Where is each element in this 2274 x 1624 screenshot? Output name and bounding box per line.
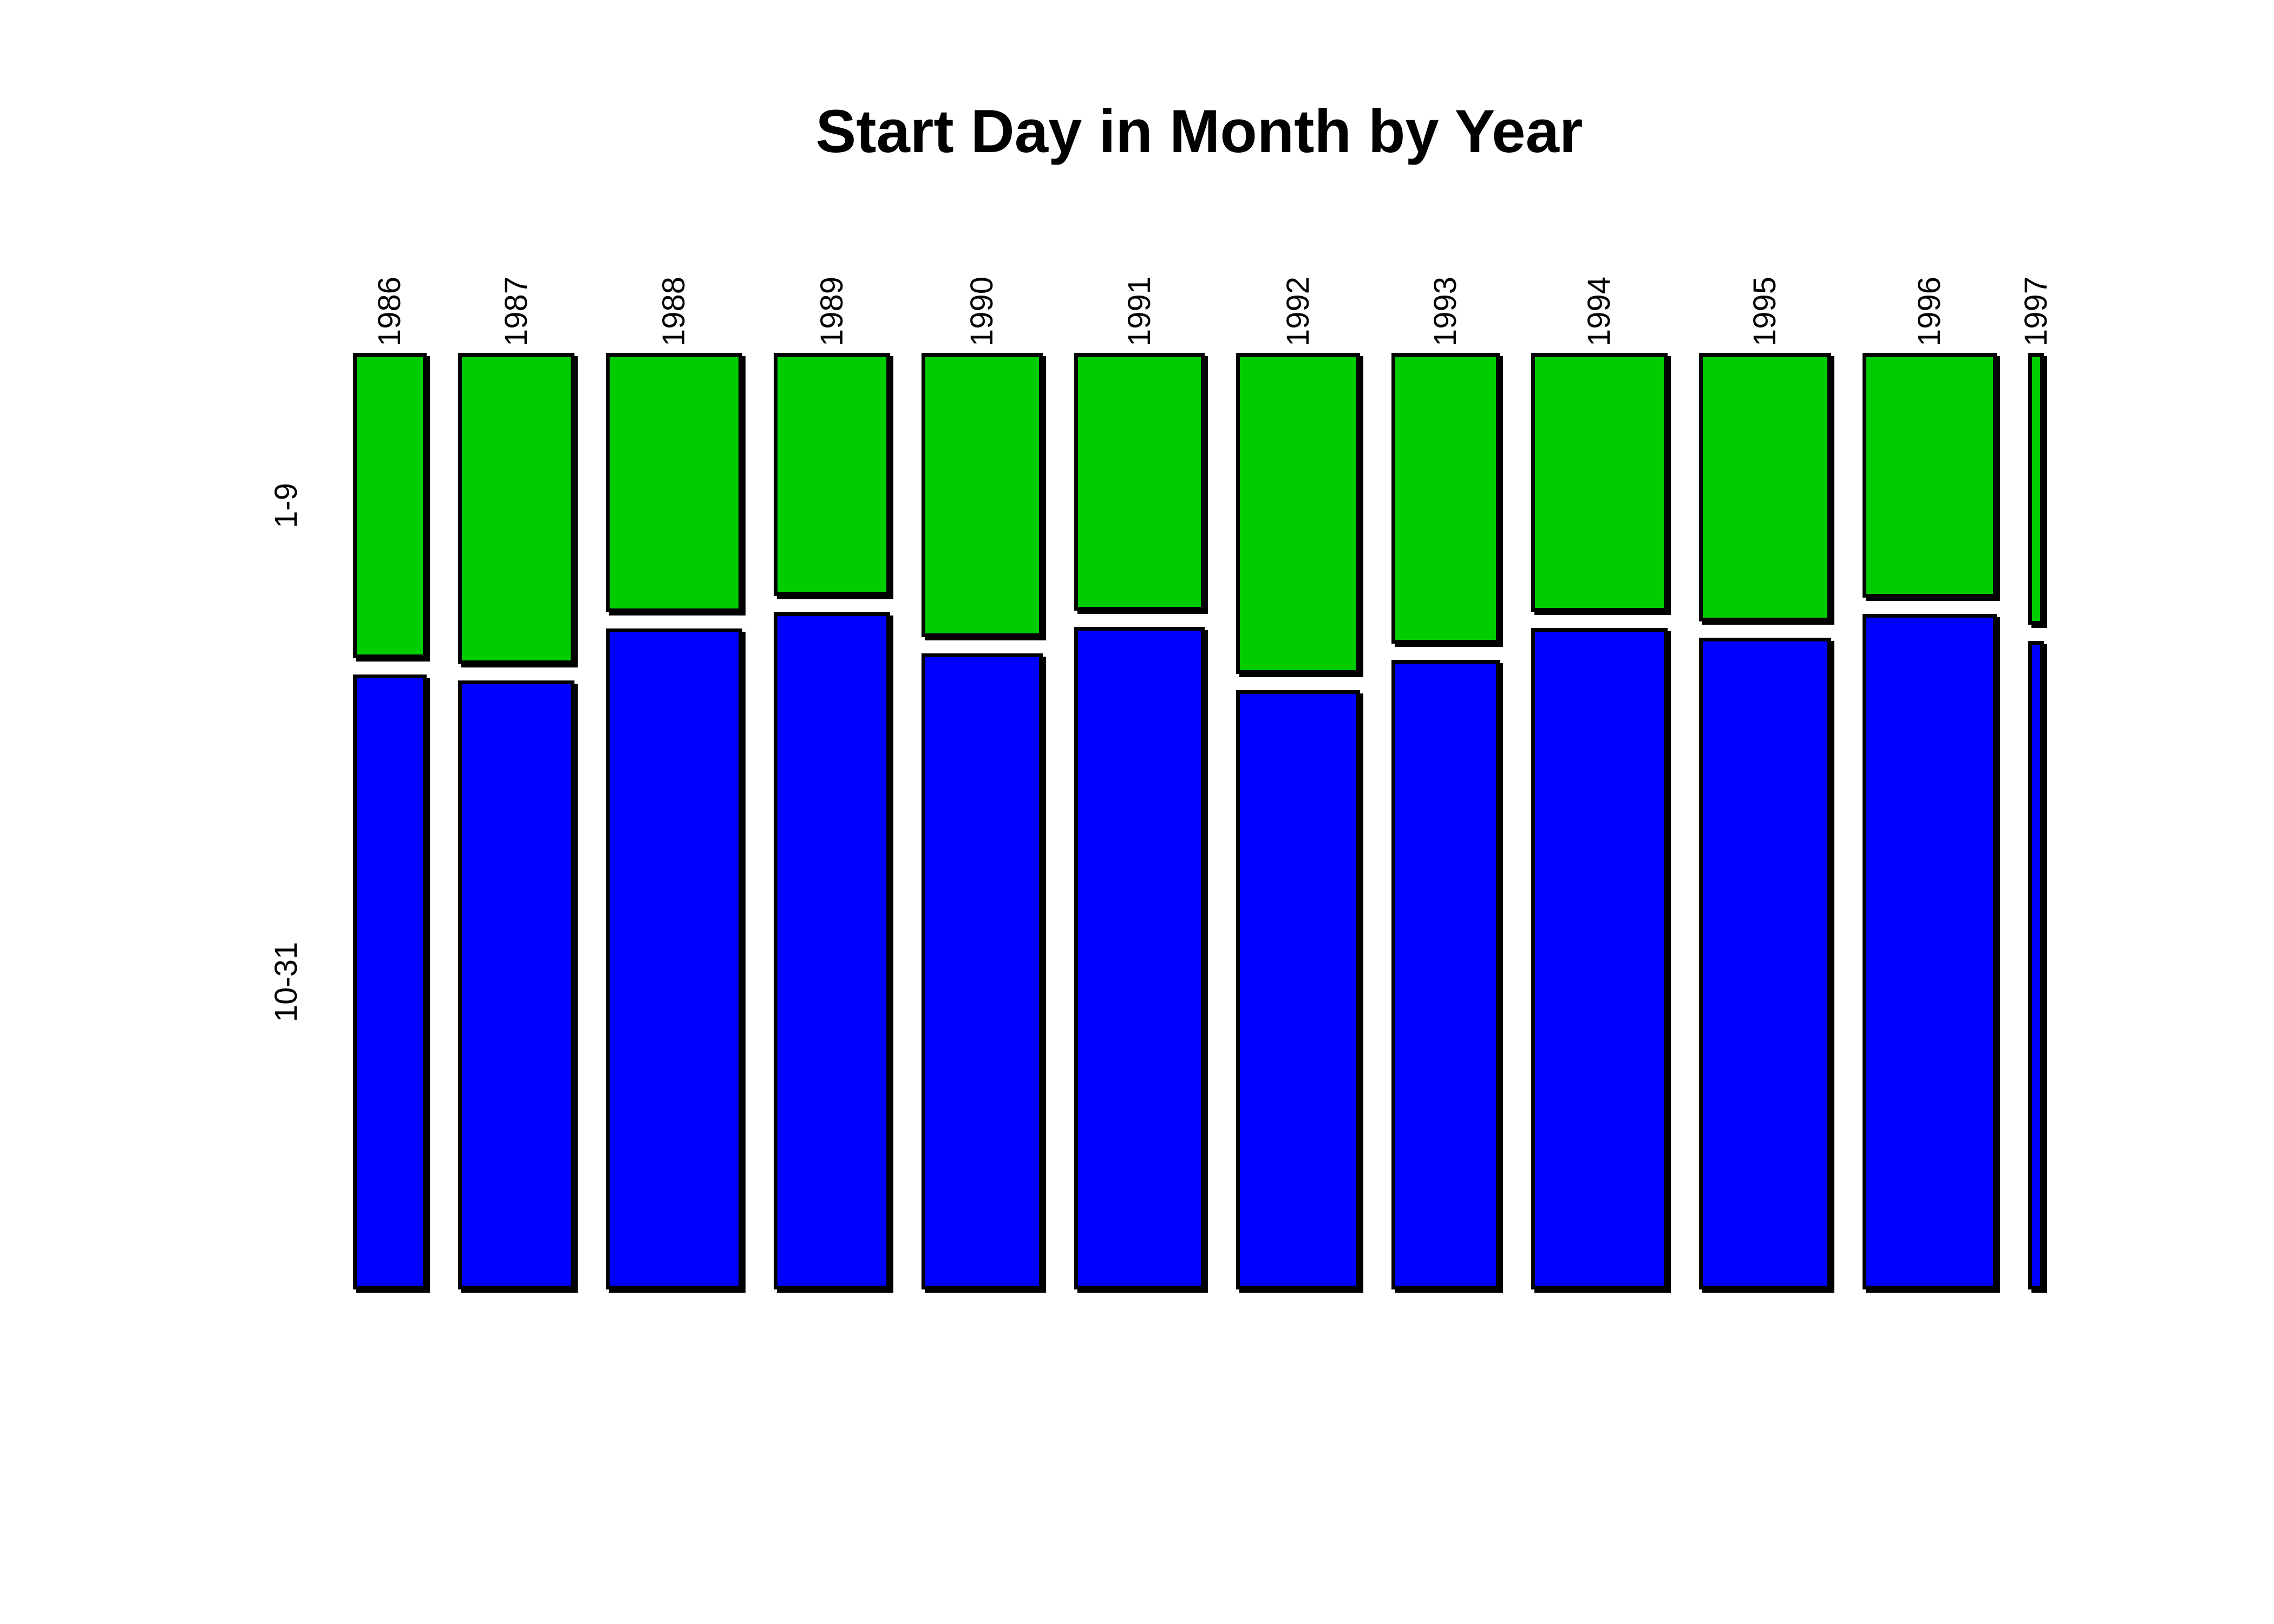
x-axis-label-1997: 1997 [2018, 276, 2054, 346]
segment-1994-1-9 [1531, 353, 1668, 612]
segment-1992-10-31 [1236, 690, 1360, 1289]
segment-1997-1-9 [2028, 353, 2044, 625]
y-axis-label-1-9: 1-9 [269, 483, 304, 528]
segment-1995-1-9 [1699, 353, 1831, 621]
segment-1988-10-31 [606, 628, 742, 1289]
x-axis-label-1990: 1990 [964, 276, 999, 346]
x-axis-label-1995: 1995 [1747, 276, 1782, 346]
segment-1993-1-9 [1391, 353, 1500, 644]
x-axis-label-1996: 1996 [1912, 276, 1947, 346]
segment-1996-1-9 [1863, 353, 1997, 598]
x-axis-label-1994: 1994 [1582, 276, 1617, 346]
x-axis-label-1993: 1993 [1428, 276, 1463, 346]
segment-1991-1-9 [1074, 353, 1205, 611]
segment-1987-1-9 [458, 353, 574, 664]
x-axis-label-1986: 1986 [372, 276, 407, 346]
segment-1994-10-31 [1531, 628, 1668, 1289]
segment-1996-10-31 [1863, 614, 1997, 1289]
segment-1997-10-31 [2028, 641, 2044, 1289]
segment-1989-10-31 [774, 612, 890, 1289]
segment-1986-1-9 [353, 353, 427, 658]
chart-title: Start Day in Month by Year [815, 97, 1583, 165]
segment-1992-1-9 [1236, 353, 1360, 674]
x-axis-label-1987: 1987 [498, 276, 534, 346]
segment-1990-10-31 [922, 653, 1043, 1289]
x-axis-label-1988: 1988 [656, 276, 691, 346]
segment-1990-1-9 [922, 353, 1043, 637]
x-axis-label-1989: 1989 [814, 276, 850, 346]
x-axis-label-1992: 1992 [1280, 276, 1316, 346]
segment-1995-10-31 [1699, 638, 1831, 1289]
segment-1987-10-31 [458, 680, 574, 1289]
segment-1993-10-31 [1391, 660, 1500, 1289]
segment-1986-10-31 [353, 675, 427, 1289]
segment-1991-10-31 [1074, 627, 1205, 1289]
y-axis-label-10-31: 10-31 [269, 941, 304, 1023]
segment-1989-1-9 [774, 353, 890, 596]
segment-1988-1-9 [606, 353, 742, 612]
x-axis-label-1991: 1991 [1121, 276, 1157, 346]
